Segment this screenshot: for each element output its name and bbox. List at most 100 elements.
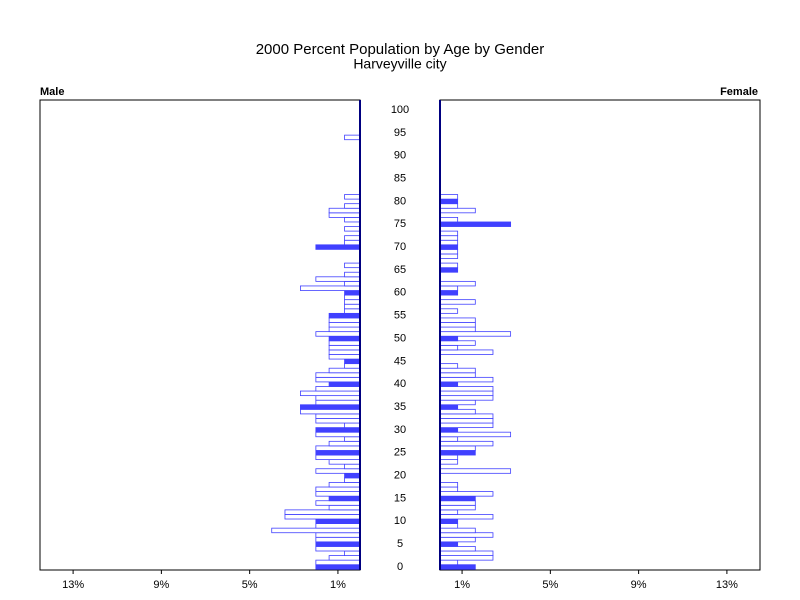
bar bbox=[439, 450, 476, 456]
bar bbox=[328, 312, 361, 319]
bar bbox=[315, 532, 361, 538]
bar bbox=[439, 194, 459, 200]
bar bbox=[328, 344, 361, 351]
bar bbox=[439, 290, 459, 296]
bar bbox=[439, 331, 512, 337]
bar bbox=[315, 386, 361, 392]
bar bbox=[315, 450, 361, 456]
bar bbox=[439, 422, 494, 429]
bar bbox=[439, 491, 494, 497]
bar bbox=[328, 555, 361, 561]
bar bbox=[344, 294, 361, 301]
bar bbox=[300, 404, 361, 410]
bar bbox=[328, 459, 361, 465]
bar bbox=[439, 555, 494, 561]
bar bbox=[300, 285, 361, 291]
bar bbox=[439, 248, 459, 255]
bar bbox=[344, 239, 361, 246]
bar bbox=[439, 509, 459, 515]
bar bbox=[315, 413, 361, 419]
bar bbox=[284, 514, 361, 520]
bar bbox=[439, 408, 476, 415]
x-tick-label: 9% bbox=[153, 579, 169, 591]
y-tick-label: 70 bbox=[394, 241, 406, 253]
y-tick-label: 60 bbox=[394, 287, 406, 299]
bar bbox=[315, 376, 361, 383]
bar bbox=[439, 326, 476, 333]
bar bbox=[344, 290, 361, 296]
bar bbox=[344, 216, 361, 223]
bar bbox=[439, 299, 476, 305]
bar bbox=[439, 436, 459, 442]
bar bbox=[328, 207, 361, 214]
bar bbox=[315, 395, 361, 401]
bar bbox=[284, 509, 361, 515]
bar bbox=[315, 541, 361, 547]
bar bbox=[439, 486, 459, 492]
bar bbox=[315, 564, 361, 570]
bar bbox=[344, 308, 361, 314]
bar bbox=[439, 285, 459, 291]
x-tick-label: 1% bbox=[330, 579, 346, 591]
bar bbox=[439, 518, 459, 524]
bar bbox=[328, 322, 361, 328]
bar bbox=[439, 230, 459, 237]
bar bbox=[344, 358, 361, 365]
bar bbox=[439, 395, 494, 401]
bar bbox=[439, 536, 476, 543]
bar bbox=[439, 372, 476, 378]
bar bbox=[439, 431, 512, 438]
bar bbox=[315, 331, 361, 337]
bar bbox=[344, 463, 361, 470]
bar bbox=[315, 399, 361, 406]
bar bbox=[344, 472, 361, 479]
bar bbox=[439, 381, 459, 387]
bar bbox=[439, 344, 459, 351]
bar bbox=[439, 280, 476, 287]
bar bbox=[439, 495, 476, 502]
x-tick-label: 13% bbox=[62, 579, 84, 591]
bar bbox=[439, 221, 512, 227]
bar bbox=[439, 235, 459, 241]
bar bbox=[439, 550, 494, 556]
bar bbox=[344, 194, 361, 200]
bar bbox=[439, 376, 494, 383]
bar bbox=[328, 482, 361, 488]
y-tick-label: 15 bbox=[394, 492, 406, 504]
bar bbox=[328, 317, 361, 323]
bar bbox=[439, 445, 476, 451]
bar bbox=[315, 244, 361, 250]
bar bbox=[439, 440, 494, 447]
bar bbox=[439, 335, 459, 342]
bar bbox=[344, 436, 361, 442]
bar bbox=[344, 550, 361, 556]
y-tick-label: 55 bbox=[394, 310, 406, 322]
y-tick-label: 85 bbox=[394, 172, 406, 184]
bar bbox=[328, 326, 361, 333]
bar bbox=[344, 262, 361, 269]
bar bbox=[344, 477, 361, 483]
bar bbox=[439, 349, 494, 355]
bar bbox=[439, 523, 459, 529]
bar bbox=[328, 495, 361, 502]
bar bbox=[315, 468, 361, 474]
chart-subtitle: Harveyville city bbox=[353, 56, 446, 72]
bar bbox=[328, 349, 361, 355]
bar bbox=[315, 523, 361, 529]
x-tick-label: 5% bbox=[242, 579, 258, 591]
x-tick-label: 13% bbox=[716, 579, 738, 591]
bar bbox=[439, 527, 476, 534]
bar bbox=[315, 491, 361, 497]
bar bbox=[328, 340, 361, 346]
bar bbox=[315, 546, 361, 552]
bar bbox=[328, 440, 361, 447]
bar bbox=[439, 262, 459, 269]
bar bbox=[439, 504, 476, 511]
bar bbox=[439, 427, 459, 433]
bar bbox=[439, 404, 459, 410]
bar bbox=[344, 363, 361, 369]
bar bbox=[439, 386, 494, 392]
bar bbox=[315, 418, 361, 424]
bar bbox=[315, 559, 361, 566]
bar bbox=[439, 454, 459, 461]
